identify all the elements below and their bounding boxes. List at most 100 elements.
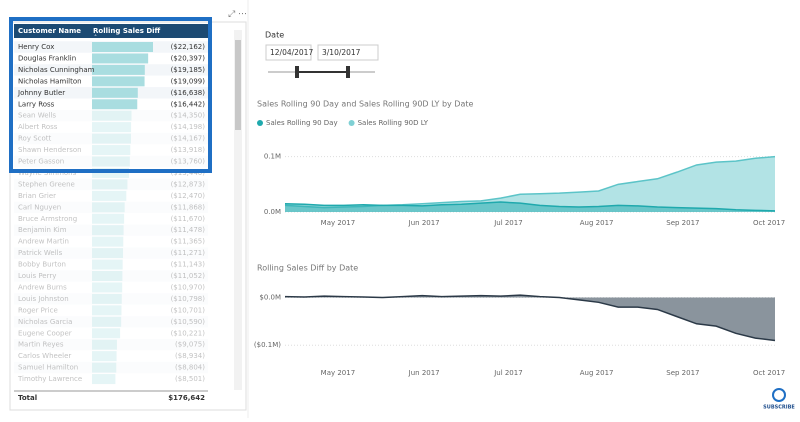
focus-icon[interactable]: ⤢ [227,10,235,20]
slicer-title: Date [265,31,284,40]
diff-value: ($22,162) [171,43,206,51]
chart-title: Rolling Sales Diff by Date [257,264,358,273]
data-bar [92,213,125,224]
data-bar [92,328,121,339]
x-tick-label: Aug 2017 [580,369,614,377]
total-label: Total [18,394,37,402]
x-tick-label: Sep 2017 [666,219,699,227]
end-box[interactable] [317,44,379,61]
subscribe-badge[interactable]: SUBSCRIBE [763,405,795,411]
customer-name: Martin Reyes [18,341,64,349]
data-bar [92,202,125,213]
x-tick-label: Sep 2017 [666,369,699,377]
data-bar [92,53,149,64]
start-box[interactable] [265,44,312,61]
data-bar [92,293,122,304]
data-bar [92,339,117,350]
badge-icon[interactable] [772,388,786,402]
legend-swatch [348,120,355,126]
row-band [14,361,208,374]
customer-name: Nicholas Garcia [18,318,72,326]
x-tick-label: Oct 2017 [753,369,785,377]
customer-name: Roy Scott [18,135,52,143]
x-tick-label: May 2017 [321,219,356,227]
row-band [14,224,208,236]
customer-name: Louis Johnston [18,295,69,303]
diff-value: ($11,478) [171,226,206,234]
legend-label: Sales Rolling 90D LY [358,119,429,127]
diff-value: ($11,670) [171,215,206,223]
x-tick-label: Jul 2017 [493,219,523,227]
customer-name: Benjamin Kim [18,226,67,234]
data-bar [92,133,131,144]
legend-swatch [257,120,263,126]
diff-value: ($10,798) [171,295,206,303]
diff-value: ($20,397) [171,54,206,62]
header-name: Customer Name [18,27,81,35]
diff-value: ($13,760) [171,158,206,166]
diff-value: ($13,918) [171,146,206,154]
diff-value: ($19,185) [171,66,206,74]
scrollbar[interactable] [234,30,242,390]
area [285,156,775,212]
header-value: Rolling Sales Diff [93,27,161,35]
diff-value: ($9,075) [175,341,205,349]
sort-icon[interactable]: ˄ [94,35,97,42]
data-bar [92,122,132,133]
scroll-thumb[interactable] [235,40,241,130]
customer-name: Larry Ross [18,100,55,108]
slider-handle[interactable] [346,66,350,78]
diff-value: ($11,143) [171,261,206,269]
customer-name: Henry Cox [18,43,54,51]
data-bar [92,42,153,52]
customer-name: Peter Gasson [18,158,64,166]
data-bar [92,362,117,373]
line [284,201,776,212]
data-bar [92,110,132,121]
diff-value: ($10,970) [171,283,206,291]
x-tick-label: Aug 2017 [580,219,614,227]
diff-value: ($11,868) [171,203,206,211]
customer-name: Nicholas Hamilton [18,77,82,85]
customer-name: Timothy Lawrence [17,375,82,383]
data-bar [92,156,130,167]
x-tick-label: Jun 2017 [408,369,440,377]
customer-name: Roger Price [18,306,58,314]
customer-name: Johnny Butler [17,89,65,97]
slicer-start[interactable]: 12/04/2017 [270,48,313,57]
diff-value: ($10,221) [171,329,206,337]
diff-value: ($10,590) [171,318,206,326]
data-bar [92,99,138,110]
diff-value: ($8,804) [175,364,205,372]
diff-value: ($19,099) [171,77,206,85]
area [285,295,775,341]
diff-value: ($12,470) [171,192,206,200]
data-bar [92,76,145,87]
highlight-frame [9,17,212,173]
customer-name: Bobby Burton [18,261,66,269]
row-band [14,132,208,145]
row-band [14,293,208,305]
diff-value: ($8,934) [175,352,205,360]
row-band [14,270,208,282]
data-bar [92,179,128,190]
table-header [14,24,208,38]
data-bar [92,248,124,259]
line [284,294,776,342]
customer-name: Albert Ross [18,123,58,131]
customer-name: Louis Perry [18,272,56,280]
diff-value: ($12,873) [171,180,206,188]
row-band [14,155,208,168]
diff-value: ($14,198) [171,123,206,131]
customer-name: Shawn Henderson [18,146,82,154]
data-bar [92,225,124,236]
y-tick-label: 0.0M [264,208,281,216]
row-band [14,247,208,259]
slicer-end[interactable]: 3/10/2017 [322,48,361,57]
more-icon[interactable]: ⋯ [238,10,247,20]
slider-handle[interactable] [295,66,299,78]
data-bar [92,305,122,316]
data-bar [92,271,123,281]
data-bar [92,351,117,362]
diff-value: ($16,638) [171,89,206,97]
